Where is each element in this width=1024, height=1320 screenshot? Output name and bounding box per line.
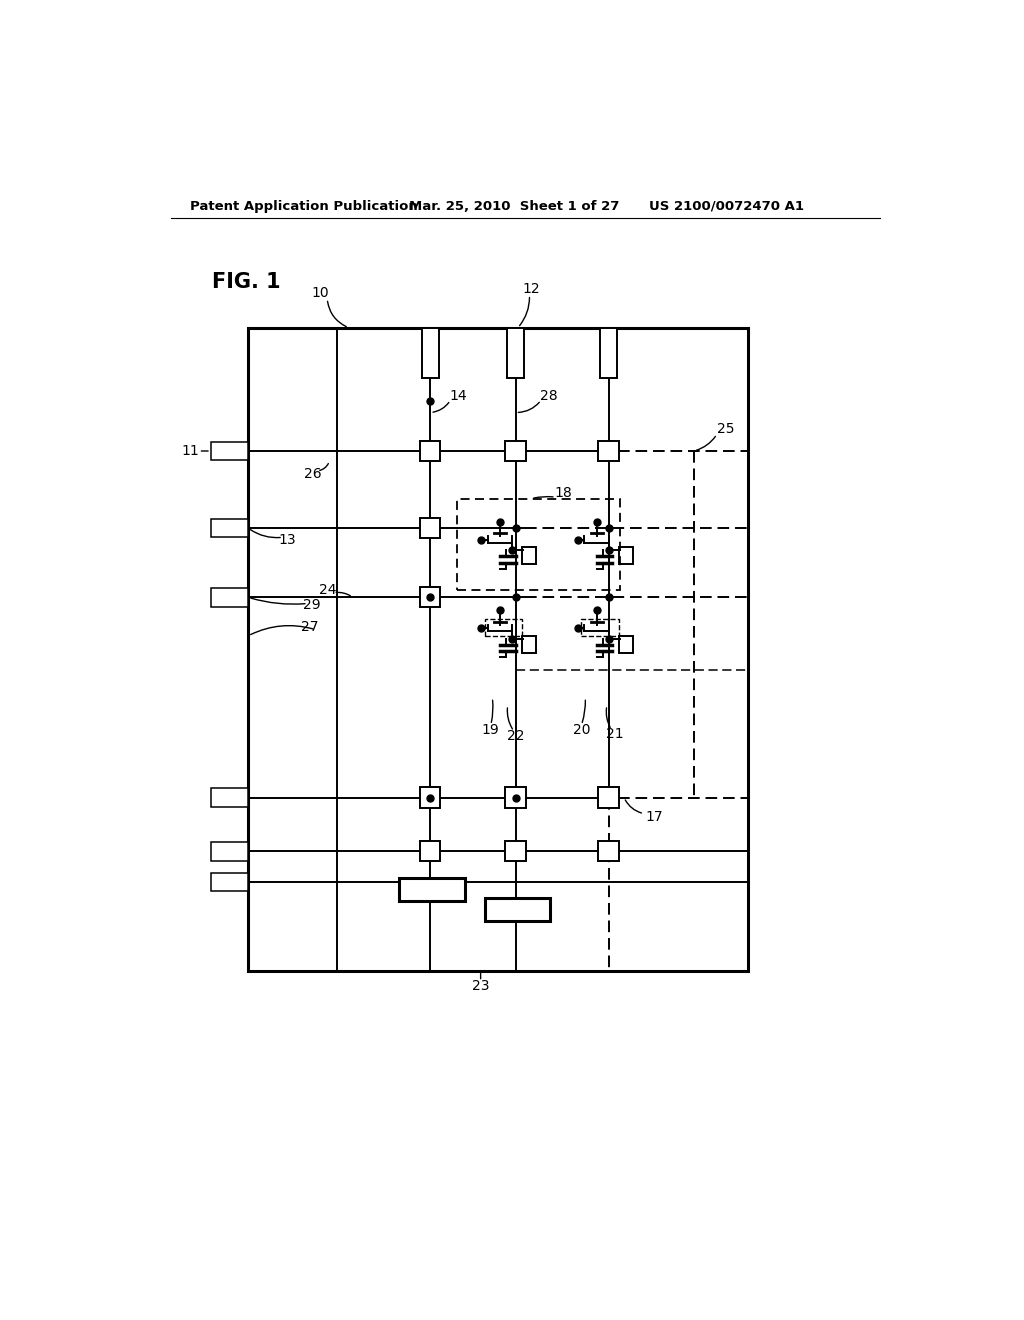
Bar [598,841,618,862]
Bar [420,441,440,461]
Bar [506,441,525,461]
Bar [211,788,248,807]
Bar [582,619,618,636]
Bar [506,788,525,808]
Bar [618,548,633,564]
Bar [420,517,440,539]
Text: 17: 17 [646,809,664,824]
Bar [211,519,248,537]
Bar [598,788,618,808]
Bar [458,499,621,590]
Bar [600,327,617,378]
Bar [484,898,550,921]
Bar [211,589,248,607]
Text: 23: 23 [472,979,489,993]
Text: Patent Application Publication: Patent Application Publication [190,199,418,213]
Bar [211,873,248,891]
Text: 25: 25 [717,422,734,437]
Bar [422,327,438,378]
Bar [399,878,465,902]
Text: 10: 10 [311,286,329,300]
Text: 20: 20 [572,723,590,737]
Bar [598,441,618,461]
Bar [521,636,536,653]
Text: 21: 21 [606,727,624,742]
Bar [420,788,440,808]
Text: 14: 14 [450,388,467,403]
Text: Mar. 25, 2010  Sheet 1 of 27: Mar. 25, 2010 Sheet 1 of 27 [410,199,620,213]
Text: 18: 18 [554,486,572,500]
Text: US 2100/0072470 A1: US 2100/0072470 A1 [649,199,804,213]
Bar [211,442,248,461]
Bar [506,841,525,862]
Text: FIG. 1: FIG. 1 [212,272,281,292]
Bar [420,587,440,607]
Bar [211,842,248,861]
Bar [248,327,748,970]
Text: 29: 29 [303,598,321,612]
Text: 26: 26 [304,467,322,480]
Text: 27: 27 [301,619,318,634]
Text: 22: 22 [507,729,524,743]
Text: 13: 13 [279,532,296,546]
Text: 28: 28 [541,388,558,403]
Bar [521,548,536,564]
Bar [484,619,521,636]
Text: 19: 19 [482,723,500,737]
Bar [420,841,440,862]
Text: 11: 11 [181,444,199,458]
Text: 24: 24 [319,582,337,597]
Bar [507,327,524,378]
Text: 12: 12 [522,282,540,296]
Bar [618,636,633,653]
